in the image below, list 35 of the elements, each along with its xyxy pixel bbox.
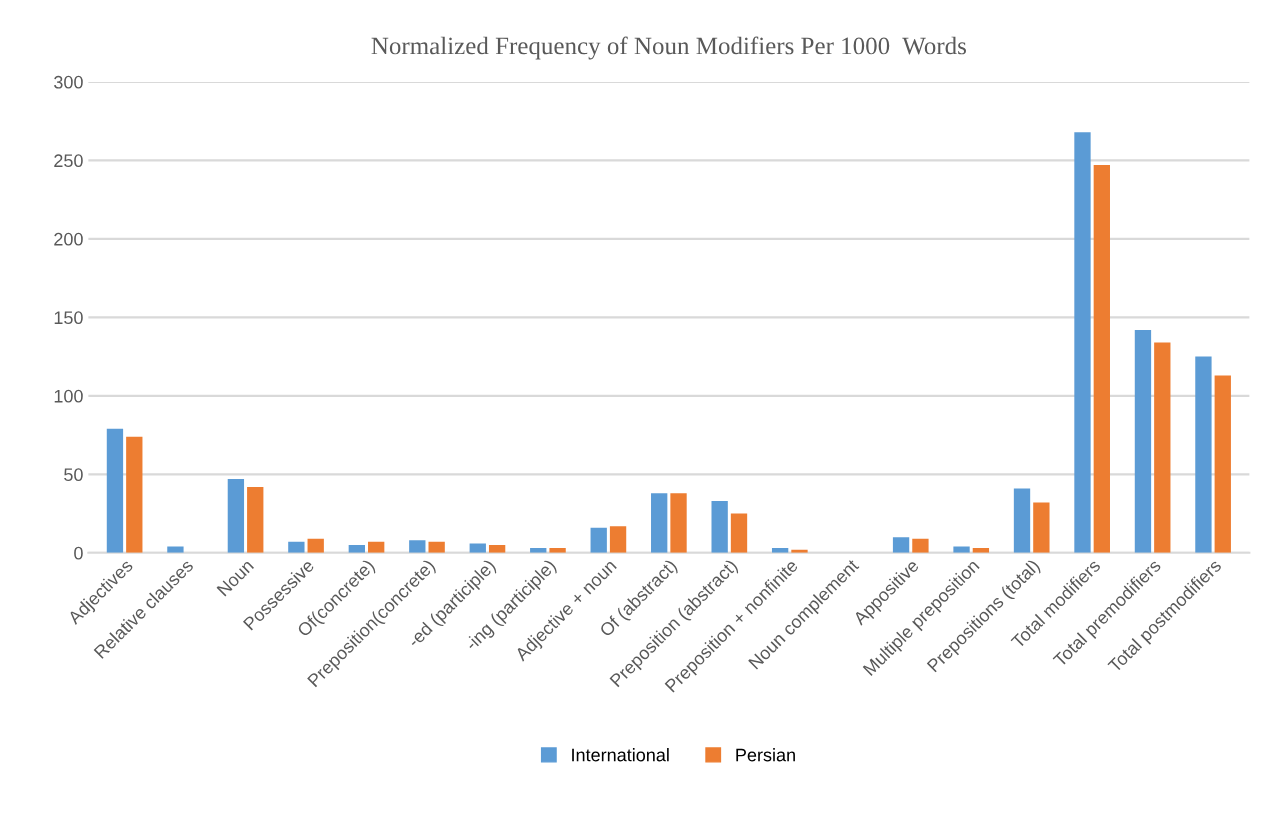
bar — [1214, 375, 1231, 553]
bar — [307, 538, 324, 553]
legend-label: International — [572, 748, 669, 762]
bar — [1033, 502, 1050, 553]
y-tick-label: 50 — [64, 468, 83, 482]
bar — [409, 540, 426, 553]
bar — [912, 538, 929, 553]
bar — [651, 493, 668, 553]
bar — [428, 541, 445, 553]
bar — [590, 527, 607, 553]
bar — [288, 541, 305, 553]
bar — [1074, 132, 1091, 553]
y-tick-label: 150 — [54, 311, 83, 325]
bar — [1195, 356, 1212, 553]
bar — [1154, 342, 1171, 553]
legend-label: Persian — [736, 748, 795, 762]
bar — [609, 526, 627, 553]
y-tick-label: 0 — [74, 546, 83, 560]
y-tick-label: 300 — [54, 75, 83, 89]
bar — [1093, 165, 1110, 553]
bar — [670, 493, 687, 553]
y-tick-label: 200 — [54, 232, 83, 246]
bar — [711, 501, 728, 553]
bar — [892, 537, 910, 553]
bar — [1013, 488, 1031, 553]
bar — [126, 436, 143, 553]
y-tick-label: 250 — [54, 154, 83, 168]
bar — [227, 479, 245, 553]
y-tick-label: 100 — [54, 389, 83, 403]
bar — [247, 486, 264, 553]
bar — [730, 513, 748, 553]
bar — [106, 428, 124, 553]
bar — [469, 543, 486, 553]
chart-title: Normalized Frequency of Noun Modifiers Per 1000 Words — [371, 36, 966, 60]
bar — [1134, 329, 1152, 553]
